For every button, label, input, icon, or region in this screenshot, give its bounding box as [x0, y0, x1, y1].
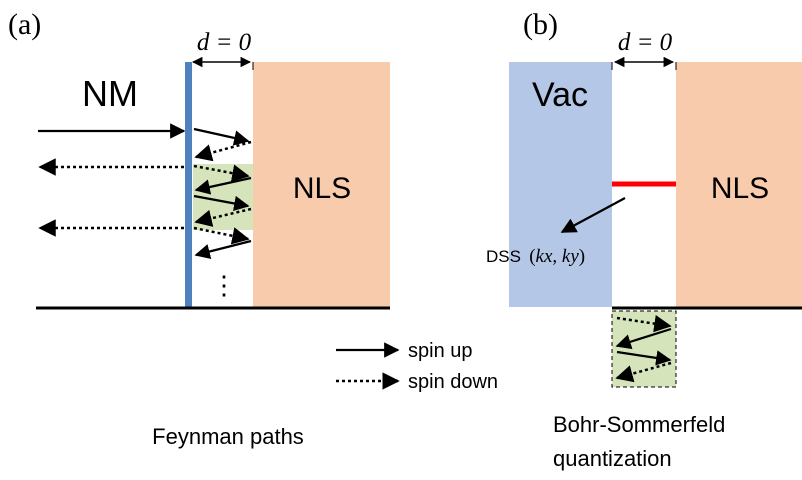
dss-label: DSS (kx, ky)	[486, 246, 585, 267]
panel-a: (a) NLS NM d = 0 ⋮ Feynma	[8, 8, 390, 449]
nm-label: NM	[82, 73, 138, 114]
vac-region	[509, 62, 612, 307]
dss-paren-open: (	[529, 246, 535, 267]
zigzag-path-4	[194, 176, 252, 195]
panel-b-label: (b)	[523, 8, 558, 41]
panel-a-label: (a)	[8, 8, 41, 41]
nls-label-b: NLS	[711, 172, 769, 205]
bs-path-1	[616, 314, 672, 333]
zigzag-path-2	[194, 140, 252, 162]
dss-pointer-arrow	[560, 197, 626, 233]
panel-b: (b) Vac NLS d = 0 DSS (kx, ky) Bohr-Somm…	[486, 8, 802, 471]
nls-label-a: NLS	[293, 172, 351, 205]
gap-label-a: d = 0	[197, 29, 252, 56]
nls-region-b	[676, 62, 802, 307]
zigzag-path-5	[193, 194, 250, 212]
zigzag-path-1	[193, 127, 250, 146]
dss-label-text: DSS	[486, 247, 521, 266]
zigzag-path-8	[194, 239, 252, 260]
dss-ky: ky	[562, 246, 579, 267]
dss-kx: kx	[536, 246, 553, 267]
dss-comma: ,	[552, 246, 562, 267]
caption-a: Feynman paths	[152, 424, 304, 449]
path-ellipsis: ⋮	[211, 271, 237, 300]
legend-spin-up-label: spin up	[408, 340, 473, 362]
legend: spin up spin down	[336, 340, 498, 393]
bs-path-2	[615, 327, 672, 350]
bs-path-3	[616, 350, 672, 366]
vac-label: Vac	[532, 76, 588, 114]
caption-b-line2: quantization	[553, 446, 672, 471]
nm-barrier	[185, 62, 192, 307]
legend-spin-down-label: spin down	[408, 371, 498, 393]
caption-b-line1: Bohr-Sommerfeld	[553, 412, 725, 437]
dss-paren-close: )	[579, 246, 585, 267]
gap-label-b: d = 0	[618, 29, 673, 56]
nls-region-a	[253, 62, 390, 307]
